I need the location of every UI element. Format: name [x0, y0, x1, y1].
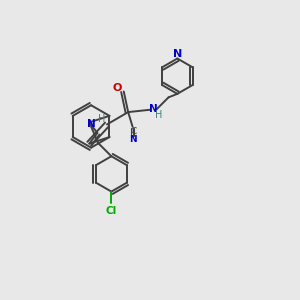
Text: N: N — [173, 49, 182, 59]
Text: Cl: Cl — [106, 206, 117, 216]
Text: N: N — [149, 104, 158, 114]
Text: H: H — [155, 110, 162, 120]
Text: H: H — [98, 114, 105, 124]
Text: C: C — [130, 127, 136, 136]
Text: O: O — [112, 83, 122, 93]
Text: N: N — [87, 119, 95, 129]
Text: N: N — [129, 135, 137, 144]
